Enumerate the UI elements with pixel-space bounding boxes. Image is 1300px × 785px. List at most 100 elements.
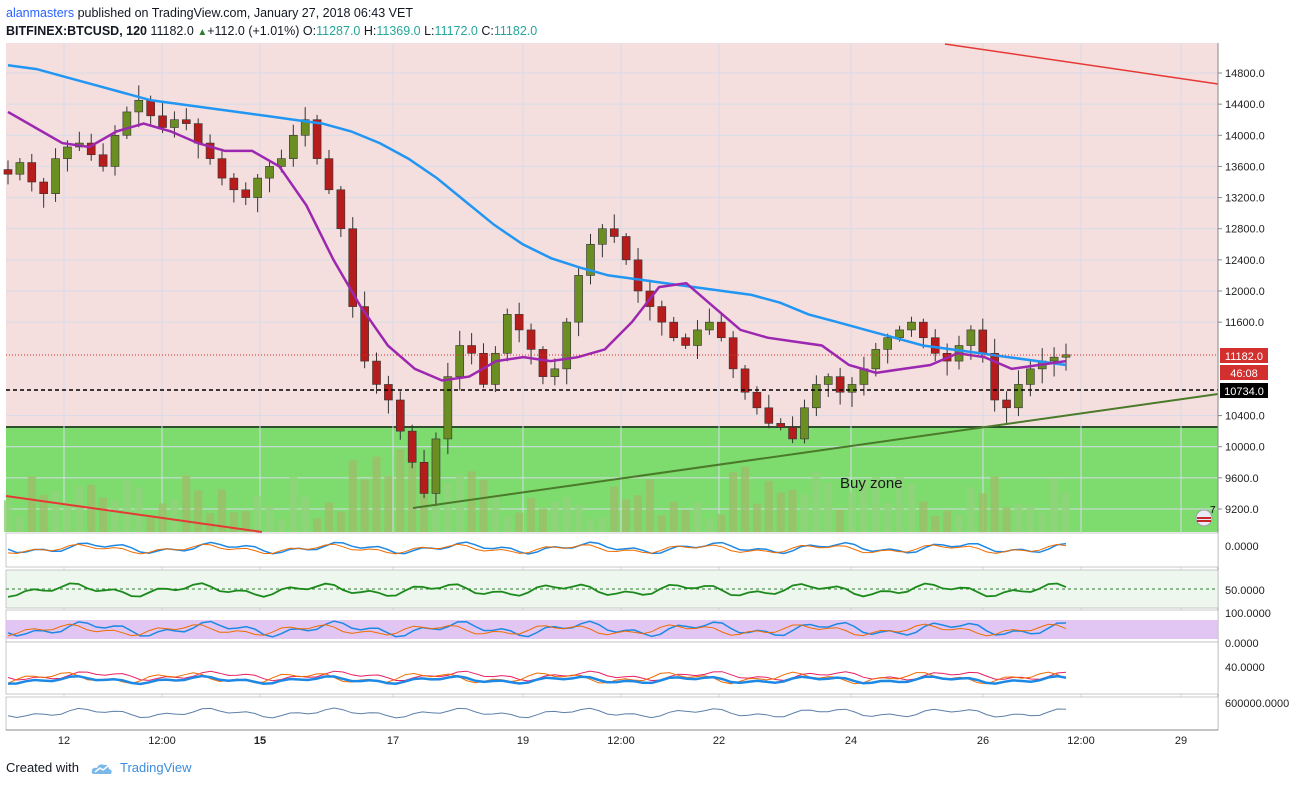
- tradingview-link[interactable]: TradingView: [120, 760, 192, 775]
- time-axis[interactable]: 12 12:00 15 17 19 12:00 22 24 26 12:00 29: [58, 735, 1187, 747]
- countdown-tag-text: 46:08: [1230, 368, 1258, 380]
- candle-body: [752, 391, 762, 409]
- volume-bar: [574, 505, 583, 532]
- time-tick-label: 12:00: [607, 735, 635, 747]
- price-tick-label: 14400.0: [1225, 99, 1265, 111]
- volume-bar: [919, 501, 928, 532]
- flag-stripes: [1197, 517, 1211, 522]
- candle-body: [277, 158, 286, 167]
- volume-bar: [15, 516, 24, 532]
- candle-body: [134, 99, 144, 113]
- volume-bar: [217, 489, 226, 532]
- candle-body: [98, 154, 108, 167]
- indicator-tick-label: 40.0000: [1225, 662, 1265, 674]
- price-tick-label: 9600.0: [1225, 473, 1259, 485]
- volume-bar: [622, 499, 631, 532]
- close-label: C:: [481, 24, 494, 38]
- candle-body: [788, 426, 797, 440]
- volume-bar: [1038, 512, 1047, 532]
- candle-body: [395, 399, 405, 432]
- volume-bar: [265, 505, 274, 532]
- volume-bar: [788, 489, 797, 532]
- symbol-label[interactable]: BITFINEX:BTCUSD, 120: [6, 24, 147, 38]
- volume-bar: [634, 495, 643, 532]
- candle-body: [86, 142, 96, 156]
- candle-body: [526, 329, 536, 350]
- candle-body: [669, 321, 679, 339]
- candle-body: [835, 376, 845, 393]
- volume-bar: [4, 500, 12, 532]
- volume-bar: [895, 477, 904, 532]
- volume-bar: [503, 516, 512, 532]
- descending-trendline-lower[interactable]: [5, 495, 263, 533]
- volume-bar: [301, 496, 310, 532]
- volume-bar: [645, 479, 654, 532]
- support-price-tag-text: 10734.0: [1224, 386, 1264, 398]
- countdown-tag: [1220, 365, 1268, 380]
- candle-body: [158, 115, 167, 128]
- up-arrow-icon: ▲: [197, 27, 208, 38]
- created-with-label: Created with: [6, 760, 79, 775]
- volume-bar: [527, 498, 536, 532]
- volume-bar: [717, 514, 726, 532]
- candle-body: [930, 337, 940, 354]
- volume-bar: [313, 518, 322, 532]
- candle-body: [455, 345, 465, 377]
- author-name[interactable]: alanmasters: [6, 6, 75, 20]
- candle-body: [467, 345, 476, 354]
- publish-info: published on TradingView.com, January 27…: [77, 6, 413, 20]
- ascending-trendline[interactable]: [412, 393, 1219, 509]
- candle-body: [372, 360, 381, 385]
- volume-bar: [538, 508, 547, 532]
- candle-body: [598, 228, 607, 245]
- candle-body: [241, 189, 251, 198]
- candle-body: [217, 158, 227, 179]
- tradingview-cloud-icon[interactable]: [91, 762, 113, 776]
- volume-bar: [372, 456, 381, 532]
- indicator-tick-label: 0.0000: [1225, 638, 1259, 650]
- volume-bar: [931, 516, 940, 532]
- last-price: 11182.0: [150, 24, 194, 38]
- candle-body: [1026, 368, 1035, 385]
- candle-body: [657, 306, 667, 323]
- rsi-band: [6, 620, 1218, 639]
- descending-resistance-line[interactable]: [944, 43, 1219, 85]
- candle-body: [110, 134, 120, 167]
- candle-body: [716, 321, 726, 339]
- volume-bar: [336, 511, 345, 532]
- volume-bar: [39, 495, 48, 532]
- time-tick-label: 19: [517, 735, 529, 747]
- volume-bar: [194, 490, 203, 532]
- candle-body: [193, 123, 203, 144]
- candle-body: [1002, 399, 1011, 409]
- low-value: 11172.0: [434, 24, 478, 38]
- volume-bar: [27, 476, 36, 532]
- volume-bar: [467, 471, 476, 532]
- volume-bars: [4, 449, 1070, 532]
- volume-bar: [253, 496, 262, 532]
- time-tick-label: 12: [58, 735, 70, 747]
- time-tick-label: 12:00: [1067, 735, 1095, 747]
- indicator-tick-label: 100.0000: [1225, 608, 1271, 620]
- time-tick-label: 12:00: [148, 735, 176, 747]
- volume-bar: [752, 503, 761, 532]
- candle-body: [431, 438, 441, 494]
- volume-bar: [705, 518, 714, 532]
- candle-body: [253, 177, 262, 198]
- volume-bar: [836, 509, 845, 532]
- volume-bar: [966, 487, 975, 532]
- volume-bar: [384, 476, 393, 532]
- candle-body: [205, 142, 215, 159]
- high-value: 11369.0: [376, 24, 421, 38]
- volume-bar: [491, 494, 500, 532]
- volume-bar: [134, 487, 143, 532]
- volume-bar: [146, 517, 155, 532]
- indicator-tick-label: 0.0000: [1225, 541, 1259, 553]
- price-tick-label: 14800.0: [1225, 68, 1265, 80]
- candle-body: [764, 407, 774, 424]
- candle-body: [907, 321, 916, 331]
- volume-bar: [348, 460, 357, 532]
- time-tick-label: 26: [977, 735, 989, 747]
- price-axis[interactable]: 14800.0 14400.0 14000.0 13600.0 13200.0 12800…: [1218, 68, 1265, 516]
